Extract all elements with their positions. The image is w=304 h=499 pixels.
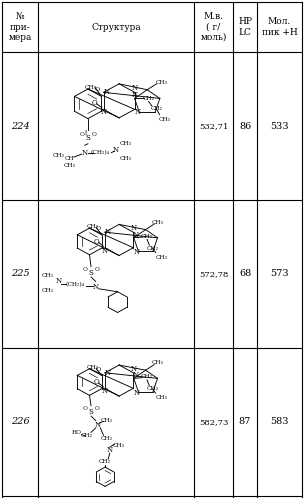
Text: S: S <box>85 134 90 142</box>
Text: CH₃: CH₃ <box>113 443 125 448</box>
Text: CH₂: CH₂ <box>140 234 152 239</box>
Text: O: O <box>93 238 99 246</box>
Text: CH₃: CH₃ <box>41 273 54 278</box>
Text: O: O <box>96 367 101 372</box>
Text: O: O <box>82 406 87 411</box>
Text: (CH₂)₄: (CH₂)₄ <box>66 282 85 287</box>
Text: CH₂: CH₂ <box>143 96 155 101</box>
Text: CH₃: CH₃ <box>41 288 54 293</box>
Text: N: N <box>135 108 141 116</box>
Text: N: N <box>101 108 107 116</box>
Text: CH₂: CH₂ <box>147 386 158 391</box>
Text: CH₃: CH₃ <box>119 141 131 146</box>
Text: N: N <box>102 247 108 254</box>
Text: 532,71: 532,71 <box>199 122 228 130</box>
Text: O: O <box>93 378 99 386</box>
Text: CH₃: CH₃ <box>156 395 168 400</box>
Text: ||: || <box>85 129 88 135</box>
Text: №
при-
мера: № при- мера <box>8 12 32 42</box>
Text: CH₃: CH₃ <box>85 85 96 90</box>
Text: CH₃: CH₃ <box>52 153 64 158</box>
Text: S: S <box>88 268 93 276</box>
Text: N: N <box>130 365 136 373</box>
Text: CH₂: CH₂ <box>150 106 162 111</box>
Text: 87: 87 <box>239 418 251 427</box>
Text: S: S <box>88 408 93 416</box>
Text: 224: 224 <box>11 121 29 131</box>
Text: N: N <box>55 277 61 285</box>
Text: N: N <box>82 149 88 157</box>
Text: O: O <box>95 406 100 411</box>
Text: (CH₂)₄: (CH₂)₄ <box>91 150 110 155</box>
Text: N: N <box>105 228 111 236</box>
Text: CH₃: CH₃ <box>86 365 98 370</box>
Text: N: N <box>132 231 138 239</box>
Text: CH₃: CH₃ <box>63 164 75 169</box>
Text: CH₃: CH₃ <box>86 224 98 229</box>
Text: N: N <box>93 283 99 291</box>
Text: CH₃: CH₃ <box>155 80 167 85</box>
Text: N: N <box>134 389 140 397</box>
Text: O: O <box>91 99 97 107</box>
Text: CH₃: CH₃ <box>119 156 131 161</box>
Text: N: N <box>94 421 100 429</box>
Text: CH₂: CH₂ <box>140 374 152 379</box>
Text: CH₃: CH₃ <box>156 254 168 259</box>
Text: O: O <box>95 267 100 272</box>
Text: Структура: Структура <box>91 22 141 31</box>
Text: N: N <box>105 369 111 377</box>
Text: N: N <box>104 88 110 96</box>
Text: O: O <box>79 132 84 137</box>
Text: N: N <box>107 446 113 454</box>
Text: CH₂: CH₂ <box>80 433 92 438</box>
Text: CH₂: CH₂ <box>147 246 158 250</box>
Text: N: N <box>132 371 138 379</box>
Text: 225: 225 <box>11 269 29 278</box>
Text: CH₂: CH₂ <box>101 436 113 441</box>
Text: НР
LC: НР LC <box>238 17 252 37</box>
Text: 573: 573 <box>270 269 289 278</box>
Text: CH: CH <box>64 156 74 161</box>
Text: CH₃: CH₃ <box>158 117 170 122</box>
Text: 86: 86 <box>239 121 251 131</box>
Text: O: O <box>95 86 100 91</box>
Text: N: N <box>130 225 136 233</box>
Text: N: N <box>134 249 140 256</box>
Text: Мол.
пик +H: Мол. пик +H <box>262 17 297 37</box>
Text: 582,73: 582,73 <box>199 418 228 426</box>
Text: O: O <box>82 267 87 272</box>
Text: O: O <box>92 132 97 137</box>
Text: 533: 533 <box>270 121 289 131</box>
Text: 226: 226 <box>11 418 29 427</box>
Text: N: N <box>132 91 138 99</box>
Text: CH₃: CH₃ <box>152 360 164 365</box>
Text: CH₃: CH₃ <box>152 220 164 225</box>
Text: O: O <box>96 226 101 231</box>
Text: М.в.
( г/
моль): М.в. ( г/ моль) <box>200 12 227 42</box>
Text: 572,78: 572,78 <box>199 270 228 278</box>
Text: CH₂: CH₂ <box>99 460 111 465</box>
Text: N: N <box>132 84 138 92</box>
Text: N: N <box>113 146 119 154</box>
Text: 583: 583 <box>270 418 289 427</box>
Text: CH₃: CH₃ <box>101 418 113 423</box>
Text: 68: 68 <box>239 269 251 278</box>
Text: N: N <box>102 387 108 395</box>
Text: HO: HO <box>72 430 82 435</box>
